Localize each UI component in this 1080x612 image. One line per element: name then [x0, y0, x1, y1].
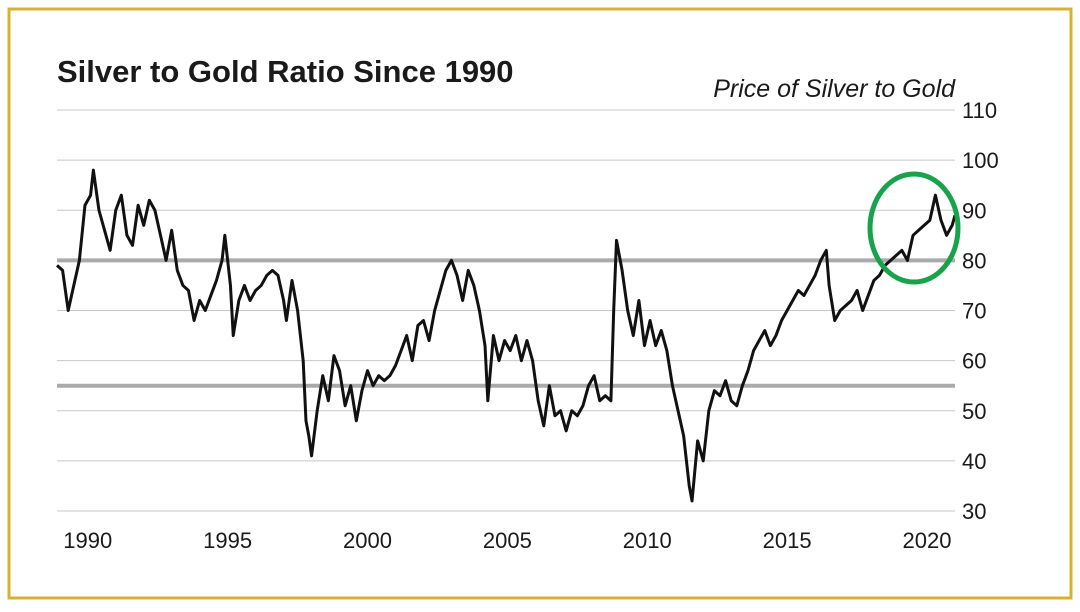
highlight-circle: [867, 171, 961, 285]
y-tick-label: 40: [962, 449, 986, 474]
y-tick-label: 110: [962, 98, 997, 123]
y-tick-label: 90: [962, 198, 986, 223]
y-tick-label: 30: [962, 499, 986, 524]
y-tick-label: 60: [962, 349, 986, 374]
x-tick-label: 2010: [623, 528, 672, 553]
x-tick-label: 1990: [63, 528, 112, 553]
y-tick-label: 70: [962, 299, 986, 324]
axis-label: Price of Silver to Gold: [713, 75, 956, 103]
x-tick-label: 2015: [763, 528, 812, 553]
chart-title: Silver to Gold Ratio Since 1990: [57, 54, 514, 89]
series-line: [55, 168, 957, 503]
x-tick-label: 1995: [203, 528, 252, 553]
x-tick-label: 2000: [343, 528, 392, 553]
y-tick-label: 80: [962, 248, 986, 273]
y-tick-label: 100: [962, 148, 999, 173]
frame: [7, 7, 1073, 600]
x-tick-label: 2020: [903, 528, 952, 553]
y-tick-label: 50: [962, 399, 986, 424]
x-tick-label: 2005: [483, 528, 532, 553]
